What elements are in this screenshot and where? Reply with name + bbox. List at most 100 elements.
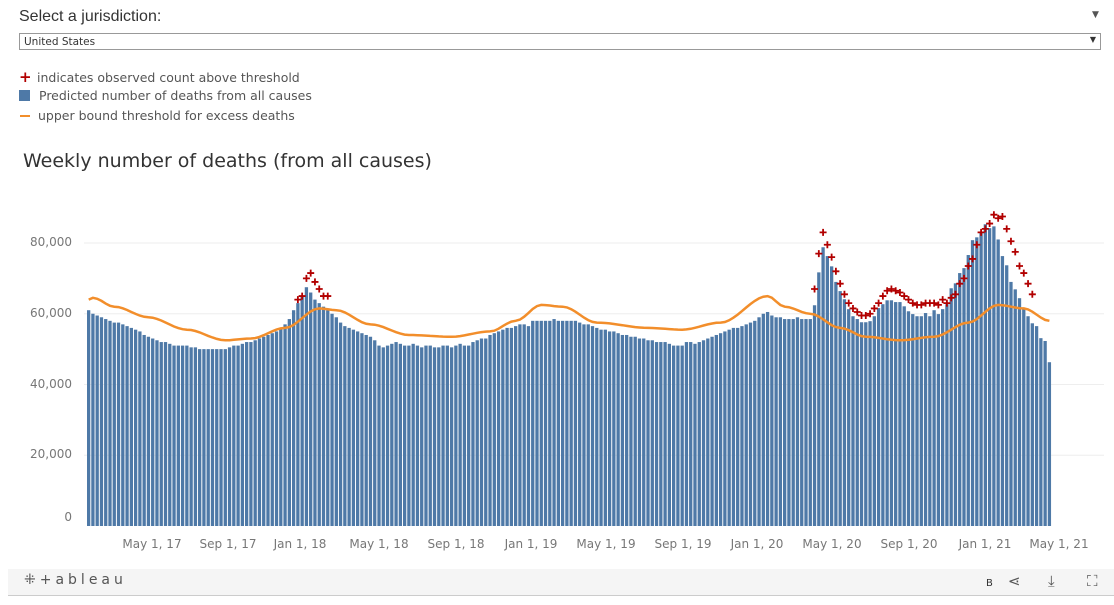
bar — [244, 342, 249, 526]
observed-marker — [969, 255, 977, 263]
y-tick-label: 0 — [64, 510, 72, 524]
bar — [898, 302, 902, 526]
bar — [693, 343, 697, 526]
x-tick-label: Sep 1, 18 — [427, 537, 485, 551]
bar — [356, 331, 360, 526]
bar — [876, 308, 881, 526]
bar — [821, 247, 825, 526]
bar — [1013, 289, 1017, 526]
bar — [484, 338, 488, 526]
legend-threshold: upper bound threshold for excess deaths — [19, 108, 295, 123]
legend-threshold-label: upper bound threshold for excess deaths — [38, 108, 295, 123]
bar — [381, 347, 385, 526]
bar — [441, 345, 445, 526]
observed-marker — [960, 274, 968, 282]
x-tick-label: May 1, 19 — [576, 537, 636, 551]
bar — [326, 310, 330, 526]
bar — [449, 347, 454, 526]
bar-swatch-icon — [19, 90, 30, 101]
bar — [129, 327, 133, 526]
bar — [202, 349, 206, 526]
bar — [560, 320, 565, 526]
share-icon[interactable]: ⋖ — [1008, 572, 1021, 590]
bar — [313, 299, 317, 526]
legend-predicted: Predicted number of deaths from all caus… — [19, 88, 312, 103]
bar — [552, 319, 556, 526]
download-icon[interactable]: ⤓ — [1048, 572, 1055, 590]
observed-marker — [324, 292, 332, 300]
jurisdiction-label: Select a jurisdiction: — [19, 8, 162, 25]
bar — [1017, 298, 1022, 526]
x-tick-label: Sep 1, 20 — [880, 537, 938, 551]
bar — [842, 299, 847, 526]
bar — [637, 338, 642, 526]
bar — [1000, 256, 1005, 526]
bar — [616, 333, 620, 526]
bar — [599, 329, 603, 526]
bar — [266, 334, 270, 526]
bar — [838, 291, 842, 526]
bar — [531, 320, 535, 526]
bar — [718, 333, 723, 526]
bar — [343, 326, 347, 526]
observed-marker — [832, 267, 840, 275]
bar — [172, 345, 176, 526]
legend-observed: + indicates observed count above thresho… — [19, 68, 300, 86]
bar — [1005, 265, 1009, 526]
bar — [185, 345, 189, 526]
x-tick-label: Jan 1, 20 — [730, 537, 784, 551]
bar — [847, 309, 851, 526]
bar — [949, 288, 953, 526]
bar — [454, 345, 458, 526]
bar — [642, 338, 646, 526]
bar — [279, 327, 283, 526]
observed-marker — [307, 269, 315, 277]
bar — [864, 322, 868, 526]
observed-marker — [294, 296, 302, 304]
bar — [291, 310, 296, 526]
observed-marker — [840, 290, 848, 298]
observed-marker — [994, 214, 1002, 222]
fullscreen-icon[interactable]: ⛶ — [1087, 572, 1098, 590]
bar — [492, 333, 496, 526]
bar — [518, 324, 522, 526]
filter-menu-icon[interactable]: ▼ — [1092, 10, 1099, 20]
bar — [915, 316, 919, 526]
bar — [612, 331, 616, 526]
bar — [620, 334, 625, 526]
bar — [829, 266, 834, 526]
bar — [1043, 340, 1047, 526]
bar — [932, 310, 936, 526]
bar — [851, 316, 855, 526]
jurisdiction-select[interactable]: United States ▼ — [19, 33, 1101, 50]
bar — [471, 342, 475, 526]
x-tick-label: Sep 1, 19 — [654, 537, 712, 551]
bar — [881, 304, 885, 526]
bar — [911, 314, 915, 526]
observed-marker — [900, 292, 908, 300]
bar — [138, 331, 142, 526]
observed-marker — [1011, 248, 1019, 256]
bar — [133, 329, 138, 526]
observed-marker — [1020, 269, 1028, 277]
bar — [377, 345, 381, 526]
bar — [885, 300, 889, 526]
bar — [257, 338, 262, 526]
observed-marker — [951, 290, 959, 298]
bar — [151, 338, 155, 526]
bar — [104, 319, 108, 526]
bar — [462, 345, 467, 526]
observed-marker — [934, 301, 942, 309]
bar — [317, 303, 321, 526]
observed-marker — [298, 292, 306, 300]
bar — [804, 319, 808, 526]
bar — [740, 326, 744, 526]
bar — [496, 331, 501, 526]
bar — [812, 305, 817, 526]
b-label: B — [986, 578, 993, 589]
bar — [595, 327, 599, 526]
bar — [774, 317, 778, 526]
bar — [659, 342, 663, 526]
x-tick-label: May 1, 20 — [802, 537, 862, 551]
tableau-logo[interactable]: ⁜+ableau — [24, 572, 127, 588]
